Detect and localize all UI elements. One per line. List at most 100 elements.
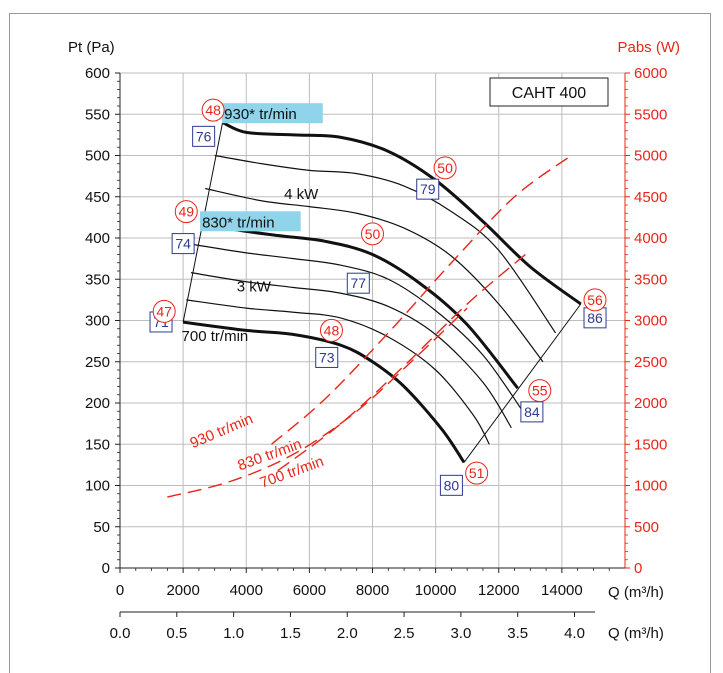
y-tick-label: 200 [85,395,110,412]
x-tick-label: 8000 [356,582,389,599]
sound-circle-label: 51 [469,465,485,481]
x2-tick-label: 2.5 [394,625,415,642]
efficiency-box-label: 84 [524,404,540,420]
sound-circle [201,98,225,122]
pressure-curve [200,220,519,390]
sound-circle [465,461,489,485]
y-tick-label: 550 [85,106,110,123]
sound-circle-label: 48 [205,102,221,118]
x2-tick-label: 1.0 [223,625,244,642]
speed-label-highlight [200,211,301,232]
y2-tick-label: 500 [634,519,659,536]
x2-tick-label: 0.5 [166,625,187,642]
y-tick-label: 300 [85,313,110,330]
sound-circle-label: 56 [587,292,603,308]
sound-circle-label: 50 [365,226,381,242]
grid [120,72,625,568]
curve-label: 700 tr/min [182,328,249,345]
efficiency-box-label: 79 [420,181,436,197]
sound-circle [433,156,457,180]
power-curve [271,154,572,445]
x-tick-label: 2000 [166,582,199,599]
y2-tick-label: 4000 [634,230,667,247]
y-tick-label: 0 [102,560,110,577]
x-tick-label: 14000 [541,582,583,599]
sound-circle-label: 48 [324,322,340,338]
x-main-label: Q (m³/h) [608,584,664,601]
power-curve [277,249,531,472]
speed-label-highlight [222,103,323,124]
efficiency-box [192,125,216,147]
y-left-label: Pt (Pa) [68,39,115,56]
pressure-curve [214,154,557,334]
sound-circle [583,288,607,312]
curve-label: 3 kW [237,279,272,296]
y-right-label: Pabs (W) [617,39,680,56]
sound-circle-label: 55 [532,383,548,399]
series [167,121,582,498]
pressure-curve [194,244,528,419]
power-curve [167,307,468,498]
y2-tick-label: 1500 [634,436,667,453]
efficiency-box-label: 73 [319,349,335,365]
chart-frame [9,13,711,673]
efficiency-box [439,474,463,496]
x-tick-label: 6000 [293,582,326,599]
sound-circle [152,299,176,323]
sound-circle-label: 50 [437,160,453,176]
y2-tick-label: 2500 [634,354,667,371]
efficiency-box-label: 80 [444,477,460,493]
pressure-curve [186,299,490,445]
efficiency-box [520,401,544,423]
boundary-line [463,303,582,463]
efficiency-box-label: 77 [351,275,367,291]
x-tick-label: 0 [116,582,124,599]
x-tick-label: 10000 [415,582,457,599]
pressure-curve [205,187,544,363]
sound-circle [361,222,384,246]
y2-tick-label: 5500 [634,106,667,123]
pressure-curve [221,121,582,306]
power-curve-label: 930 tr/min [188,410,256,452]
x-tick-label: 12000 [478,582,520,599]
y2-tick-label: 5000 [634,148,667,165]
sound-circle-label: 49 [178,204,194,220]
y2-tick-label: 1000 [634,478,667,495]
x2-tick-label: 0.0 [110,625,131,642]
efficiency-box [346,272,370,294]
efficiency-box-label: 86 [587,310,603,326]
y-tick-label: 450 [85,189,110,206]
y-tick-label: 250 [85,354,110,371]
y2-tick-label: 6000 [634,65,667,82]
x2-tick-label: 3.5 [507,625,528,642]
axes: 0501001502002503003504004505005506000500… [85,65,667,642]
y-tick-label: 400 [85,230,110,247]
x2-tick-label: 4.0 [564,625,585,642]
y-tick-label: 500 [85,148,110,165]
y2-tick-label: 4500 [634,189,667,206]
sound-circle [319,318,343,342]
model-box [489,77,609,107]
sound-circle-label: 47 [156,303,172,319]
labels: 930* tr/min 830* tr/min 700 tr/min 4 kW 3 kW… [149,98,607,496]
x2-tick-label: 3.0 [450,625,471,642]
curve-label: 830* tr/min [202,214,275,231]
model-label: CAHT 400 [512,85,587,102]
y-tick-label: 350 [85,271,110,288]
sound-circle [174,200,198,224]
pressure-curve [182,320,466,464]
y2-tick-label: 3000 [634,313,667,330]
y-tick-label: 100 [85,478,110,495]
y-tick-label: 600 [85,65,110,82]
y-tick-label: 50 [93,519,110,536]
pressure-curve [190,272,512,429]
x2-tick-label: 1.5 [280,625,301,642]
x-tick-label: 4000 [230,582,263,599]
curve-label: 4 kW [284,186,319,203]
efficiency-box [416,178,440,200]
x2-tick-label: 2.0 [337,625,358,642]
y2-tick-label: 3500 [634,271,667,288]
x-secondary-label: Q (m³/h) [608,625,664,642]
curve-label: 930* tr/min [224,106,297,123]
